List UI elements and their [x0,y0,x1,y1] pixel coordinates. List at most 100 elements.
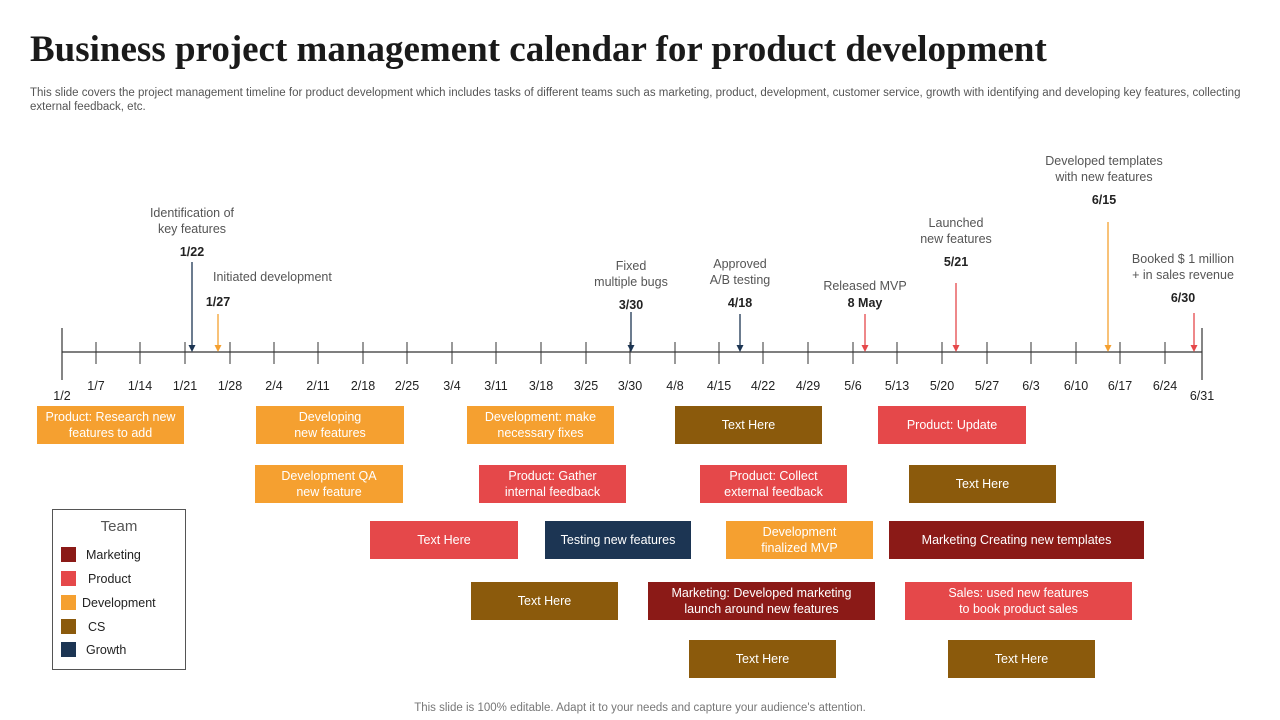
tick-label: 5/6 [844,379,862,393]
task-box-cs: Text Here [675,406,822,444]
milestone-text: Fixed [615,259,647,273]
legend-swatch [61,619,76,634]
milestone-arrow-head [736,345,744,352]
milestone-arrow-head [627,345,635,352]
task-box-development: Development QA new feature [255,465,403,503]
task-box-marketing: Marketing: Developed marketing launch ar… [648,582,875,620]
milestone-annotation: Fixed multiple bugs 3/30 [594,258,668,312]
task-box-marketing: Marketing Creating new templates [889,521,1144,559]
task-box-product: Product: Gather internal feedback [479,465,626,503]
legend-item-cs: CS [61,619,105,634]
tick-label: 3/25 [573,379,599,393]
milestone-text: Launched [928,216,984,230]
tick-label: 6/31 [1189,389,1215,403]
legend-swatch [61,595,76,610]
task-box-cs: Text Here [471,582,618,620]
task-box-development: Development finalized MVP [726,521,873,559]
task-box-development: Developing new features [256,406,404,444]
milestone-text: A/B testing [709,273,771,287]
task-box-growth: Testing new features [545,521,691,559]
task-box-product: Product: Collect external feedback [700,465,847,503]
milestone-date: 6/15 [1091,193,1117,207]
milestone-text: + in sales revenue [1132,268,1234,282]
milestone-text: Initiated development [213,270,332,284]
tick-label: 3/30 [617,379,643,393]
legend-title: Team [100,518,138,535]
legend-label: CS [88,619,106,634]
legend-swatch [61,547,76,562]
tick-label: 5/13 [884,379,910,393]
tick-label: 2/11 [306,379,330,393]
tick-label: 6/24 [1152,379,1178,393]
milestone-annotation: Released MVP 8 May [823,278,906,310]
tick-label: 1/14 [127,379,153,393]
milestone-date: 3/30 [618,298,644,312]
legend-label: Development [82,595,156,610]
legend-swatch [61,571,76,586]
milestone-arrow-head [188,345,196,352]
tick-label: 3/18 [528,379,554,393]
legend-label: Marketing [86,547,141,562]
milestone-arrow-head [952,345,960,352]
milestone-text: multiple bugs [594,275,668,289]
milestone-text: Developed templates [1045,154,1163,168]
milestone-text: key features [157,222,227,236]
task-box-product: Product: Update [878,406,1026,444]
milestone-annotation: Developed templates with new features 6/15 [1045,153,1162,207]
tick-label: 2/25 [394,379,420,393]
tick-label: 6/17 [1107,379,1133,393]
milestone-date: 8 May [847,296,883,310]
milestone-arrow-head [1104,345,1112,352]
task-box-cs: Text Here [948,640,1095,678]
milestone-text: with new features [1055,170,1153,184]
legend-label: Product [88,571,132,586]
tick-label: 6/10 [1063,379,1089,393]
tick-label: 2/18 [350,379,376,393]
milestone-annotation: Identification of key features 1/22 [150,205,234,259]
milestone-text: Released MVP [823,279,907,293]
page-title: Business project management calendar for… [30,29,1047,70]
legend-item-product: Product [61,571,131,586]
milestone-text: new features [920,232,992,246]
tick-label: 1/28 [217,379,243,393]
tick-label: 1/7 [87,379,105,393]
task-box-product: Sales: used new features to book product… [905,582,1132,620]
page-subtitle: This slide covers the project management… [30,87,1241,113]
task-box-product: Text Here [370,521,518,559]
milestone-date: 4/18 [727,296,753,310]
tick-label: 1/21 [172,379,198,393]
task-box-development: Product: Research new features to add [37,406,184,444]
tick-label: 3/4 [443,379,461,393]
task-box-cs: Text Here [909,465,1056,503]
footer-note: This slide is 100% editable. Adapt it to… [414,702,866,714]
tick-label: 4/22 [750,379,776,393]
milestone-text: Booked $ 1 million [1131,252,1235,266]
tick-label: 3/11 [484,379,508,393]
milestone-arrow-head [861,345,869,352]
tick-label: 6/3 [1022,379,1040,393]
milestone-date: 1/27 [205,295,231,309]
milestone-annotation: Approved A/B testing 4/18 [710,256,770,310]
task-box-development: Development: make necessary fixes [467,406,614,444]
tick-label: 5/20 [929,379,955,393]
legend-swatch [61,642,76,657]
legend-item-marketing: Marketing [61,547,141,562]
tick-label: 2/4 [265,379,283,393]
legend-item-growth: Growth [61,642,126,657]
milestone-annotation: Booked $ 1 million + in sales revenue 6/30 [1132,251,1234,305]
milestone-arrow-head [214,345,222,352]
team-legend: Team Marketing Product Development CS Growth [52,509,186,670]
milestone-annotation: Launched new features 5/21 [920,215,992,269]
milestone-text: Identification of [149,206,235,220]
milestone-date: 5/21 [943,255,969,269]
milestone-date: 1/22 [179,245,205,259]
legend-label: Growth [86,642,127,657]
task-box-cs: Text Here [689,640,836,678]
tick-label: 1/2 [53,389,71,403]
tick-label: 4/8 [666,379,684,393]
tick-label: 4/15 [706,379,732,393]
tick-label: 5/27 [974,379,1000,393]
milestone-text: Approved [713,257,767,271]
tick-label: 4/29 [795,379,821,393]
